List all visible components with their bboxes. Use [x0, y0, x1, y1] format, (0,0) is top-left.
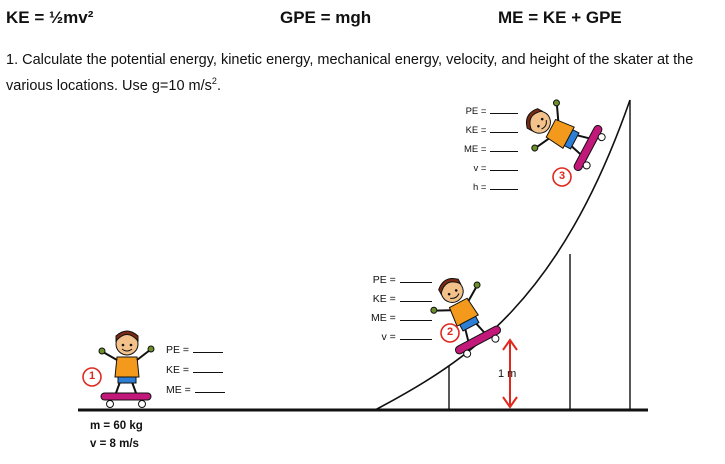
location-3-h: h =: [464, 180, 519, 199]
location-3-fields: PE = KE = ME = v = h =: [464, 104, 519, 199]
location-1-ke: KE =: [166, 363, 225, 383]
velocity-value: v = 8 m/s: [90, 438, 139, 450]
skater-1-icon: [98, 330, 155, 408]
height-marker-label: 1 m: [498, 368, 517, 380]
location-3-circle: [552, 167, 572, 187]
gpe-formula: GPE = mgh: [280, 8, 372, 27]
ramp-curve: [374, 99, 631, 411]
question-text: 1. Calculate the potential energy, kinet…: [6, 52, 694, 94]
location-2-fields: PE = KE = ME = v =: [371, 273, 432, 349]
mass-value: m = 60 kg: [90, 420, 143, 432]
location-2-ke: KE =: [371, 292, 432, 311]
location-2-circle: [440, 323, 460, 343]
location-2-me: ME =: [371, 311, 432, 330]
location-3-v: v =: [464, 161, 519, 180]
location-1-circle: [82, 367, 102, 387]
location-3-ke: KE =: [464, 123, 519, 142]
location-1-fields: PE = KE = ME =: [166, 343, 225, 403]
ke-formula: KE = ½mv²: [6, 8, 94, 27]
location-3-number: 3: [558, 170, 566, 182]
location-1-number: 1: [88, 370, 96, 382]
location-2-number: 2: [446, 326, 454, 338]
me-formula: ME = KE + GPE: [498, 8, 622, 27]
skater-3-icon: [525, 99, 606, 172]
location-1-me: ME =: [166, 383, 225, 403]
location-3-me: ME =: [464, 142, 519, 161]
location-1-pe: PE =: [166, 343, 225, 363]
location-3-pe: PE =: [464, 104, 519, 123]
skater-2-icon: [430, 277, 502, 358]
height-arrow: [502, 338, 518, 409]
location-2-v: v =: [371, 330, 432, 349]
location-2-pe: PE =: [371, 273, 432, 292]
